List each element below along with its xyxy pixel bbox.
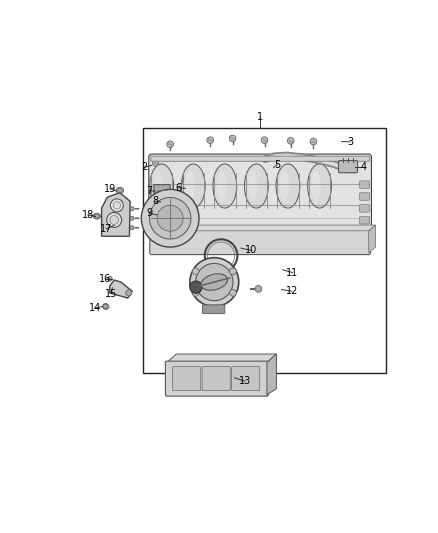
FancyBboxPatch shape: [149, 154, 371, 233]
FancyBboxPatch shape: [360, 205, 369, 212]
Circle shape: [141, 189, 199, 247]
Circle shape: [229, 135, 236, 142]
FancyBboxPatch shape: [154, 184, 170, 195]
FancyBboxPatch shape: [151, 156, 369, 161]
Ellipse shape: [311, 171, 321, 201]
Circle shape: [107, 276, 112, 281]
Text: 2: 2: [141, 163, 148, 172]
Polygon shape: [369, 225, 375, 253]
FancyBboxPatch shape: [339, 160, 357, 173]
Circle shape: [261, 137, 268, 143]
Ellipse shape: [181, 164, 205, 208]
Ellipse shape: [276, 164, 300, 208]
Text: 14: 14: [88, 303, 101, 313]
Ellipse shape: [279, 171, 289, 201]
Circle shape: [192, 268, 199, 274]
Circle shape: [107, 213, 122, 228]
Text: 5: 5: [274, 159, 280, 169]
Text: 8: 8: [152, 196, 158, 206]
Circle shape: [152, 160, 159, 166]
Text: 10: 10: [244, 245, 257, 255]
Text: 15: 15: [105, 288, 117, 298]
Circle shape: [190, 257, 239, 306]
Circle shape: [207, 137, 214, 143]
Ellipse shape: [153, 171, 163, 201]
Circle shape: [126, 290, 132, 296]
Ellipse shape: [244, 164, 268, 208]
Text: 7: 7: [146, 186, 152, 196]
FancyBboxPatch shape: [360, 181, 369, 188]
FancyBboxPatch shape: [360, 216, 369, 224]
Circle shape: [192, 289, 199, 296]
Circle shape: [287, 138, 294, 144]
Circle shape: [130, 207, 134, 211]
Circle shape: [310, 138, 317, 145]
Circle shape: [255, 286, 262, 292]
Text: 11: 11: [286, 268, 298, 278]
Text: 16: 16: [99, 274, 111, 284]
FancyBboxPatch shape: [173, 367, 201, 391]
Ellipse shape: [307, 164, 332, 208]
Polygon shape: [102, 193, 130, 236]
FancyBboxPatch shape: [166, 361, 268, 396]
Circle shape: [230, 268, 237, 274]
Text: 9: 9: [146, 208, 152, 219]
Ellipse shape: [185, 171, 194, 201]
Circle shape: [196, 263, 233, 301]
Circle shape: [110, 215, 119, 224]
FancyBboxPatch shape: [232, 367, 260, 391]
Polygon shape: [267, 354, 276, 395]
Circle shape: [102, 303, 109, 310]
Text: 3: 3: [347, 137, 353, 147]
Text: 1: 1: [257, 112, 263, 123]
Circle shape: [130, 216, 134, 220]
Circle shape: [230, 289, 237, 296]
Ellipse shape: [216, 171, 226, 201]
FancyBboxPatch shape: [202, 367, 230, 391]
Circle shape: [190, 281, 202, 293]
Text: 17: 17: [100, 224, 113, 234]
Ellipse shape: [213, 164, 237, 208]
Polygon shape: [152, 225, 375, 231]
FancyBboxPatch shape: [150, 229, 371, 255]
Circle shape: [130, 225, 134, 230]
Bar: [143, 128, 386, 373]
Polygon shape: [167, 354, 276, 362]
Circle shape: [117, 188, 122, 193]
Circle shape: [95, 214, 99, 219]
Ellipse shape: [93, 214, 100, 219]
Circle shape: [167, 141, 173, 148]
Text: 18: 18: [82, 210, 94, 220]
Circle shape: [149, 197, 191, 239]
Circle shape: [157, 205, 183, 231]
Text: 13: 13: [239, 376, 251, 386]
Text: 4: 4: [360, 163, 367, 172]
Ellipse shape: [150, 164, 173, 208]
Ellipse shape: [201, 274, 227, 290]
FancyBboxPatch shape: [360, 193, 369, 200]
Circle shape: [110, 199, 124, 212]
Text: 19: 19: [104, 184, 116, 193]
Ellipse shape: [248, 171, 258, 201]
Text: 6: 6: [176, 183, 182, 193]
Polygon shape: [110, 280, 132, 298]
Text: 12: 12: [286, 286, 298, 296]
FancyBboxPatch shape: [202, 305, 225, 313]
Circle shape: [113, 201, 120, 209]
